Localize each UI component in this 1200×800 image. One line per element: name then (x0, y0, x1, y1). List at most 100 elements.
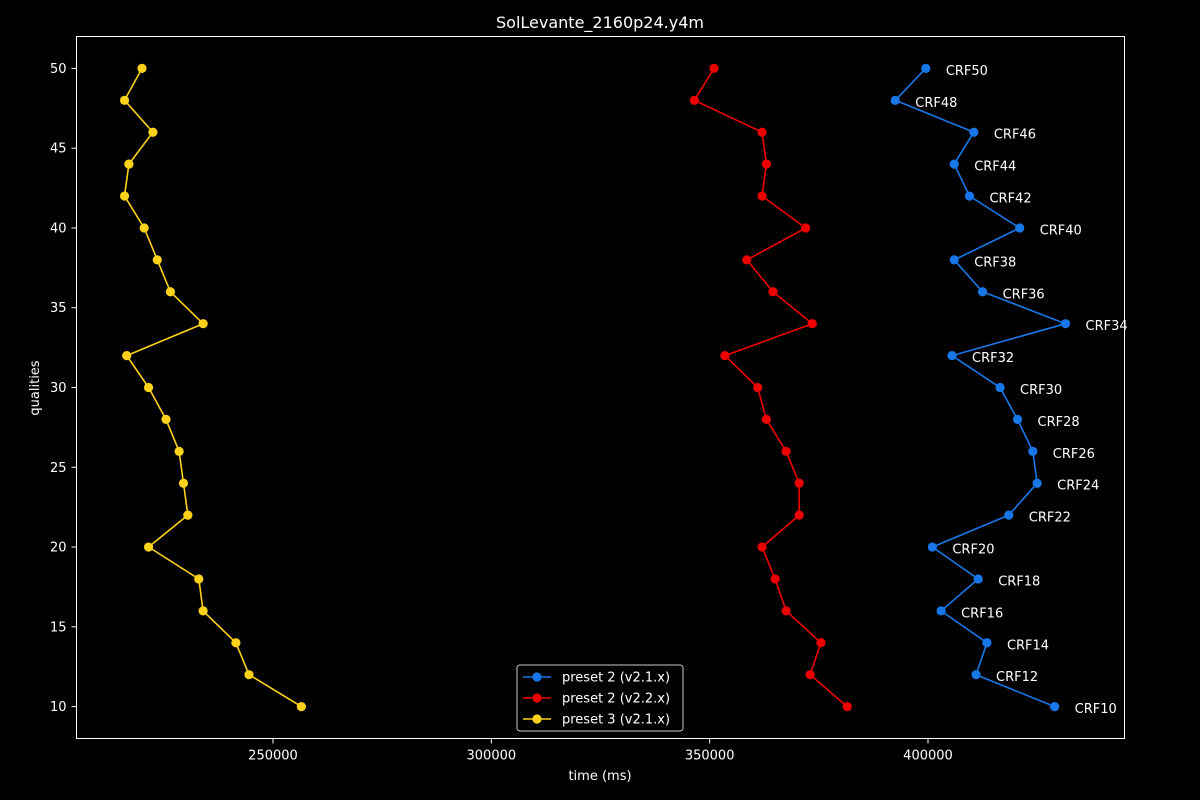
series-3 (119, 63, 306, 712)
annotation-layer: CRF50 CRF48 CRF46 CRF44 CRF42 CRF40 CRF38 CRF36… (915, 64, 1127, 717)
point-annotation: CRF34 (1086, 319, 1128, 334)
data-point (124, 159, 134, 169)
data-point (768, 287, 778, 297)
legend-label: preset 2 (v2.1.x) (562, 671, 670, 686)
data-point (148, 127, 158, 137)
legend-marker (532, 672, 542, 682)
point-annotation: CRF44 (974, 160, 1016, 175)
x-tick-label: 400000 (903, 749, 953, 764)
data-point (122, 350, 132, 361)
x-axis-label: time (ms) (568, 769, 631, 784)
x-tick-label: 350000 (685, 749, 735, 764)
point-annotation: CRF48 (915, 96, 957, 111)
data-point (801, 223, 811, 233)
data-point (921, 63, 931, 74)
data-point (119, 95, 130, 105)
data-point (139, 223, 149, 233)
series-layer (119, 63, 1071, 712)
data-point (183, 510, 193, 520)
point-annotation: CRF26 (1053, 447, 1095, 462)
data-point (143, 542, 154, 552)
point-annotation: CRF32 (972, 351, 1014, 366)
data-point (720, 350, 730, 361)
point-annotation: CRF40 (1040, 223, 1082, 238)
y-tick-label: 40 (50, 221, 67, 236)
y-tick-label: 10 (50, 700, 67, 715)
data-point (152, 255, 162, 265)
point-annotation: CRF30 (1020, 383, 1062, 398)
x-axis: 250000 300000 350000 400000 (248, 738, 953, 764)
data-point (689, 95, 699, 105)
point-annotation: CRF14 (1007, 638, 1049, 653)
data-point (805, 670, 815, 680)
data-point (753, 382, 763, 393)
data-point (1028, 446, 1038, 456)
data-point (973, 574, 983, 584)
y-tick-label: 30 (50, 381, 67, 396)
point-annotation: CRF10 (1075, 702, 1117, 717)
data-point (781, 606, 791, 616)
data-point (794, 510, 804, 520)
point-annotation: CRF12 (996, 670, 1038, 685)
data-point (1012, 414, 1023, 425)
legend-label: preset 2 (v2.2.x) (562, 692, 670, 707)
y-tick-label: 35 (50, 301, 67, 316)
data-point (137, 63, 147, 74)
y-tick-label: 15 (50, 620, 67, 635)
data-point (761, 159, 772, 169)
point-annotation: CRF36 (1003, 287, 1045, 302)
data-point (119, 191, 130, 201)
data-point (842, 701, 852, 712)
legend-entry: preset 2 (v2.2.x) (523, 692, 670, 707)
legend: preset 2 (v2.1.x) preset 2 (v2.2.x) preset… (516, 664, 684, 732)
data-point (816, 638, 826, 648)
legend-label: preset 3 (v2.1.x) (562, 713, 670, 728)
series-2 (689, 63, 852, 712)
point-annotation: CRF20 (952, 543, 994, 558)
point-annotation: CRF50 (946, 64, 988, 79)
legend-entry: preset 2 (v2.1.x) (523, 671, 670, 686)
data-point (178, 478, 189, 488)
legend-box (516, 664, 684, 732)
data-point (1004, 510, 1014, 520)
data-point (781, 446, 791, 456)
point-annotation: CRF46 (994, 128, 1036, 143)
data-point (198, 606, 208, 616)
legend-marker (532, 714, 542, 724)
data-point (244, 670, 254, 680)
point-annotation: CRF22 (1029, 511, 1071, 526)
y-tick-label: 50 (50, 62, 67, 77)
x-tick-label: 300000 (467, 749, 517, 764)
data-point (927, 542, 937, 552)
point-annotation: CRF18 (998, 574, 1040, 589)
y-axis-label: qualities (28, 360, 43, 415)
point-annotation: CRF28 (1038, 415, 1080, 430)
legend-marker (532, 693, 542, 703)
data-point (947, 350, 957, 361)
data-point (231, 638, 241, 648)
data-point (1015, 223, 1025, 233)
data-point (194, 574, 204, 584)
data-point (770, 574, 780, 584)
y-tick-label: 20 (50, 541, 67, 556)
data-point (174, 446, 184, 456)
data-point (936, 606, 946, 616)
y-tick-label: 45 (50, 142, 67, 157)
data-point (949, 255, 959, 265)
point-annotation: CRF42 (989, 192, 1031, 207)
point-annotation: CRF38 (974, 255, 1016, 270)
data-point (198, 319, 208, 329)
data-point (971, 670, 981, 680)
data-point (757, 127, 767, 137)
data-point (161, 414, 171, 425)
y-axis: 10 15 20 25 30 35 40 45 50 (50, 62, 77, 715)
data-point (709, 63, 719, 74)
data-point (977, 287, 988, 297)
data-point (1060, 319, 1071, 329)
x-tick-label: 250000 (248, 749, 298, 764)
data-point (761, 414, 772, 425)
data-point (949, 159, 959, 169)
data-point (890, 95, 900, 105)
data-point (757, 191, 767, 201)
data-point (296, 701, 306, 712)
